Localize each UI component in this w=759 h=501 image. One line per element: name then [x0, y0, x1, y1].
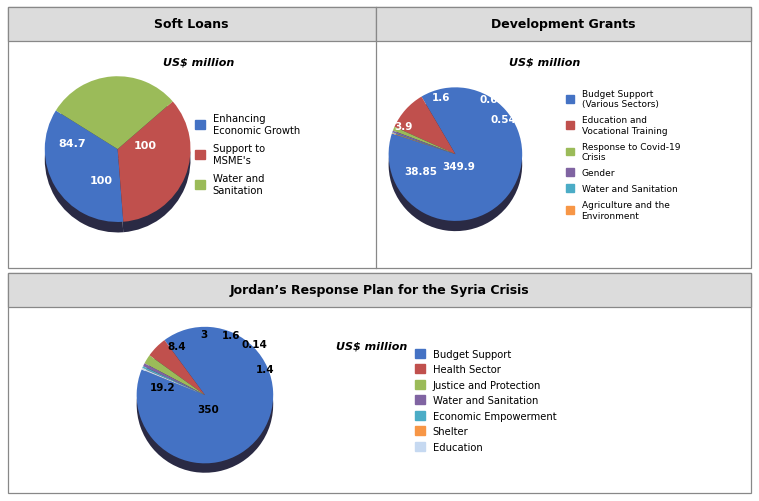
Bar — [8, 273, 751, 493]
Text: US$ million: US$ million — [336, 341, 408, 351]
Wedge shape — [392, 131, 455, 155]
Wedge shape — [56, 88, 173, 160]
Text: Soft Loans: Soft Loans — [154, 18, 229, 31]
Wedge shape — [142, 378, 205, 405]
Wedge shape — [118, 113, 191, 233]
Wedge shape — [392, 143, 455, 165]
Text: 84.7: 84.7 — [58, 139, 87, 149]
Wedge shape — [137, 337, 273, 473]
Text: 100: 100 — [134, 141, 157, 151]
Wedge shape — [118, 102, 191, 222]
Text: Jordan’s Response Plan for the Syria Crisis: Jordan’s Response Plan for the Syria Cri… — [230, 284, 529, 297]
Bar — [8, 273, 751, 307]
Wedge shape — [389, 98, 522, 231]
Wedge shape — [392, 134, 455, 155]
Bar — [8, 8, 376, 42]
Text: 3.9: 3.9 — [394, 122, 412, 132]
Wedge shape — [144, 356, 205, 395]
Wedge shape — [150, 340, 205, 395]
Text: 0.65: 0.65 — [479, 95, 505, 105]
Text: 1.6: 1.6 — [431, 93, 450, 103]
Text: 19.2: 19.2 — [150, 382, 175, 392]
Wedge shape — [45, 122, 123, 233]
Text: 0.54: 0.54 — [490, 115, 516, 125]
Wedge shape — [142, 368, 205, 395]
Wedge shape — [392, 133, 455, 155]
Text: 100: 100 — [90, 175, 113, 185]
Text: Development Grants: Development Grants — [491, 18, 636, 31]
Text: 349.9: 349.9 — [442, 162, 475, 172]
Text: 38.85: 38.85 — [405, 166, 437, 176]
Wedge shape — [393, 128, 455, 155]
Wedge shape — [389, 88, 522, 221]
Wedge shape — [142, 376, 205, 405]
Wedge shape — [150, 350, 205, 405]
Bar — [376, 8, 751, 42]
Wedge shape — [143, 364, 205, 395]
Wedge shape — [56, 77, 173, 150]
Wedge shape — [143, 373, 205, 405]
Text: 0.14: 0.14 — [241, 339, 267, 349]
Wedge shape — [142, 368, 205, 395]
Text: US$ million: US$ million — [163, 58, 235, 68]
Text: US$ million: US$ million — [509, 58, 581, 68]
Wedge shape — [144, 365, 205, 405]
Wedge shape — [142, 367, 205, 395]
Bar — [8, 8, 751, 268]
Text: 1.4: 1.4 — [256, 364, 274, 374]
Wedge shape — [392, 144, 455, 165]
Text: 3: 3 — [200, 329, 207, 339]
Wedge shape — [395, 108, 455, 165]
Wedge shape — [393, 138, 455, 165]
Wedge shape — [45, 111, 123, 222]
Text: 350: 350 — [197, 404, 219, 414]
Legend: Budget Support, Health Sector, Justice and Protection, Water and Sanitation, Eco: Budget Support, Health Sector, Justice a… — [415, 349, 556, 452]
Wedge shape — [137, 327, 273, 463]
Wedge shape — [395, 97, 455, 155]
Text: 1.6: 1.6 — [222, 330, 240, 340]
Legend: Enhancing
Economic Growth, Support to
MSME's, Water and
Sanitation: Enhancing Economic Growth, Support to MS… — [195, 114, 300, 195]
Wedge shape — [142, 378, 205, 405]
Text: 8.4: 8.4 — [167, 341, 185, 351]
Wedge shape — [392, 142, 455, 165]
Legend: Budget Support
(Various Sectors), Education and
Vocational Training, Response to: Budget Support (Various Sectors), Educat… — [566, 90, 680, 220]
